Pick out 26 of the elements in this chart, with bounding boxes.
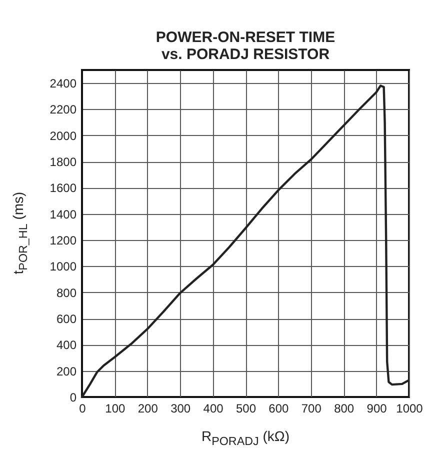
y-tick-label: 800 bbox=[56, 286, 77, 300]
x-tick-label: 1000 bbox=[396, 402, 424, 416]
chart-title: POWER-ON-RESET TIME vs. PORADJ RESISTOR bbox=[156, 29, 336, 63]
x-tick-label: 800 bbox=[334, 402, 354, 416]
y-tick-label: 1600 bbox=[50, 181, 77, 196]
y-tick-label: 0 bbox=[70, 390, 77, 404]
y-tick-label: 1200 bbox=[50, 234, 77, 248]
y-tick-label: 600 bbox=[56, 312, 77, 326]
x-tick-label: 600 bbox=[268, 402, 290, 416]
y-tick-label: 1000 bbox=[50, 260, 77, 274]
y-tick-label: 2200 bbox=[50, 102, 77, 117]
y-tick-label: 1400 bbox=[50, 207, 77, 222]
y-tick-label: 400 bbox=[56, 338, 77, 352]
x-tick-label: 400 bbox=[203, 402, 224, 416]
y-tick-label: 1800 bbox=[50, 155, 77, 170]
y-tick-label: 2000 bbox=[50, 128, 77, 143]
y-tick-label: 200 bbox=[56, 364, 77, 378]
x-tick-label: 0 bbox=[79, 402, 86, 416]
x-tick-label: 900 bbox=[366, 402, 388, 416]
x-tick-label: 500 bbox=[236, 402, 256, 416]
x-axis-title: R$_{PORADJ}$ (kΩ) bbox=[200, 428, 291, 448]
x-tick-label: 200 bbox=[138, 402, 158, 416]
y-tick-label: 2400 bbox=[50, 76, 77, 91]
x-tick-label: 700 bbox=[301, 402, 322, 416]
x-tick-label: 100 bbox=[105, 402, 126, 416]
x-tick-label: 300 bbox=[170, 402, 191, 416]
